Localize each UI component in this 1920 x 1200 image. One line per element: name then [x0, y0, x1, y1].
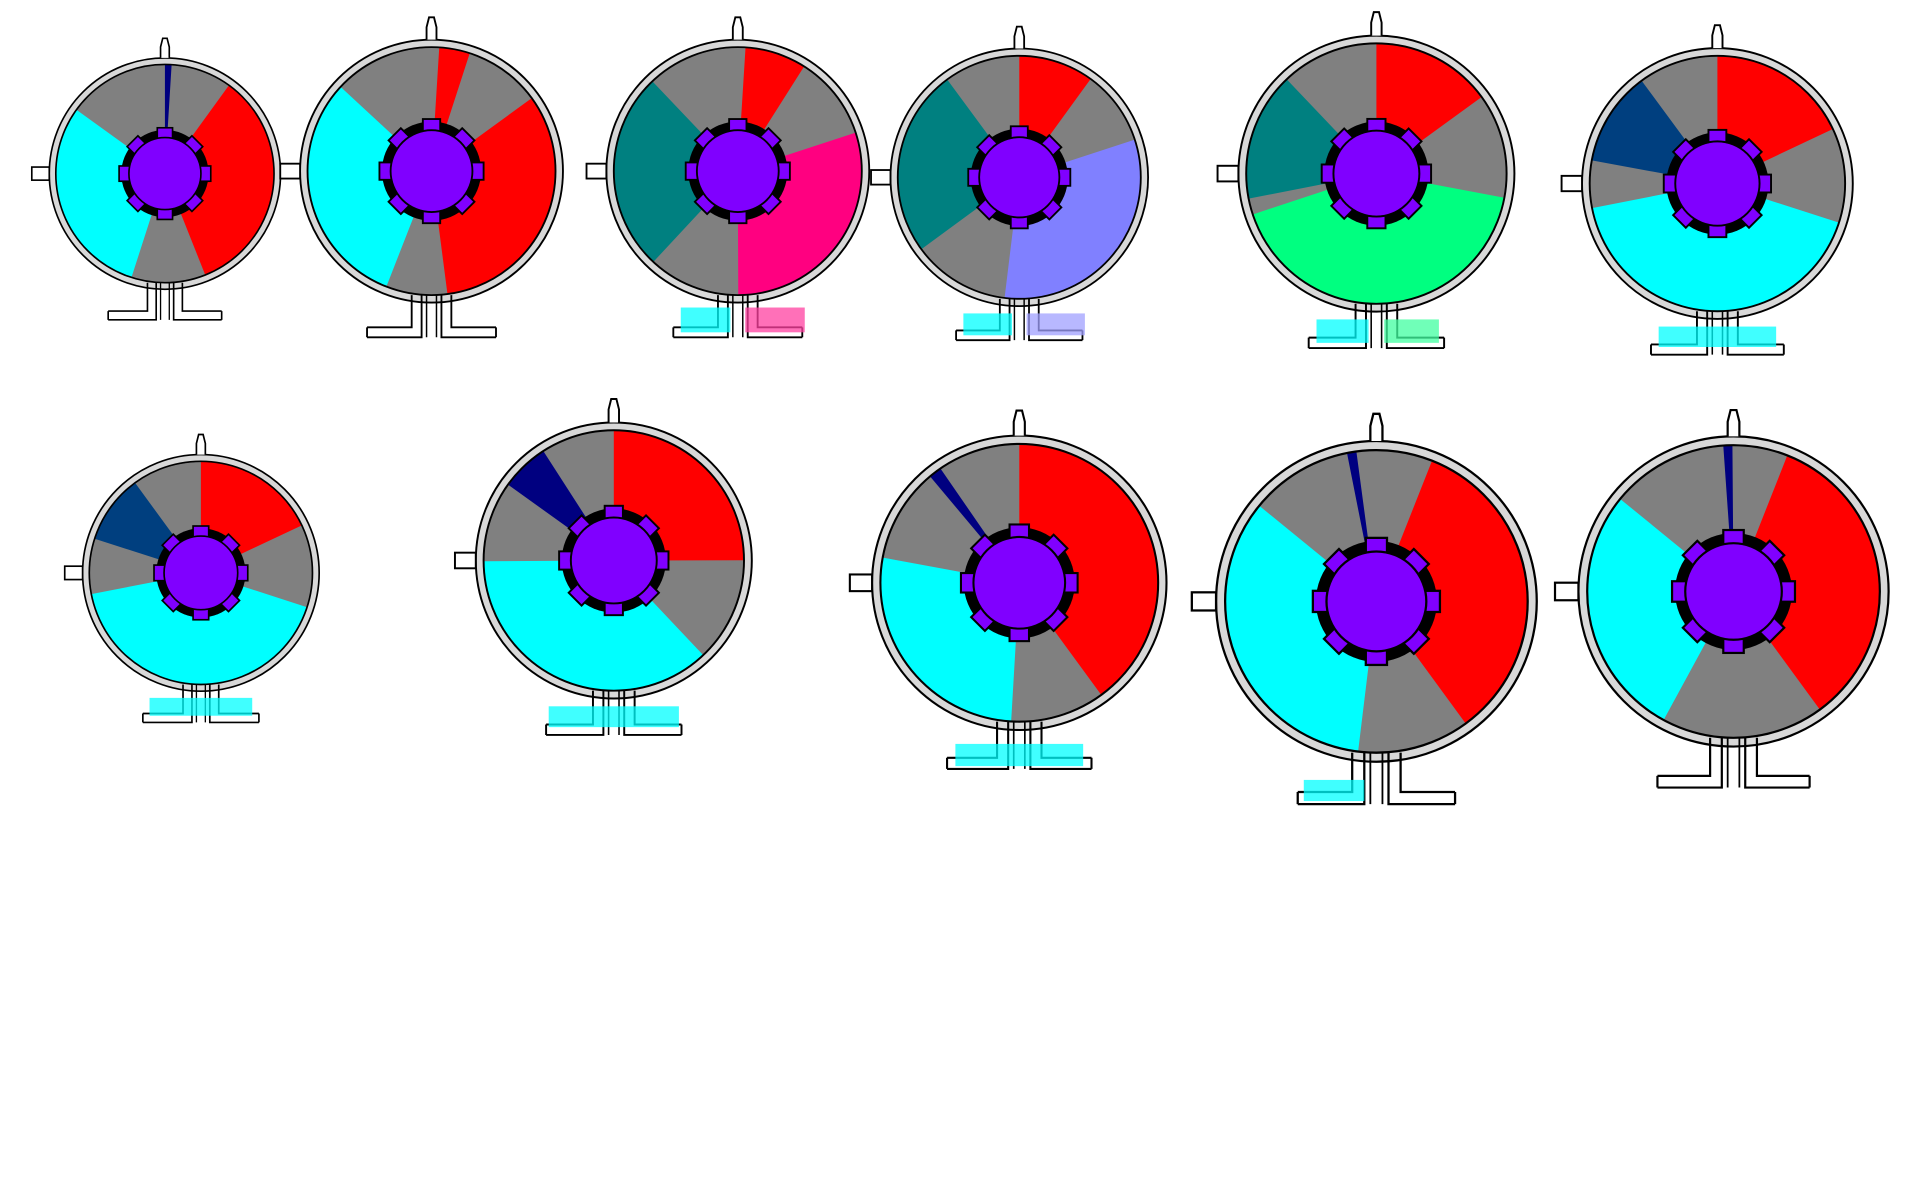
wheel [871, 27, 1148, 341]
wheel [587, 17, 870, 337]
wheel [455, 399, 752, 735]
wheel [1218, 12, 1515, 348]
wheel [65, 434, 319, 722]
wheel [32, 38, 281, 320]
wheel [1192, 414, 1537, 804]
wheel [1562, 25, 1853, 355]
wheel [280, 17, 563, 337]
wheels [32, 12, 1889, 804]
wheel [1555, 410, 1889, 788]
wheel [850, 411, 1167, 769]
